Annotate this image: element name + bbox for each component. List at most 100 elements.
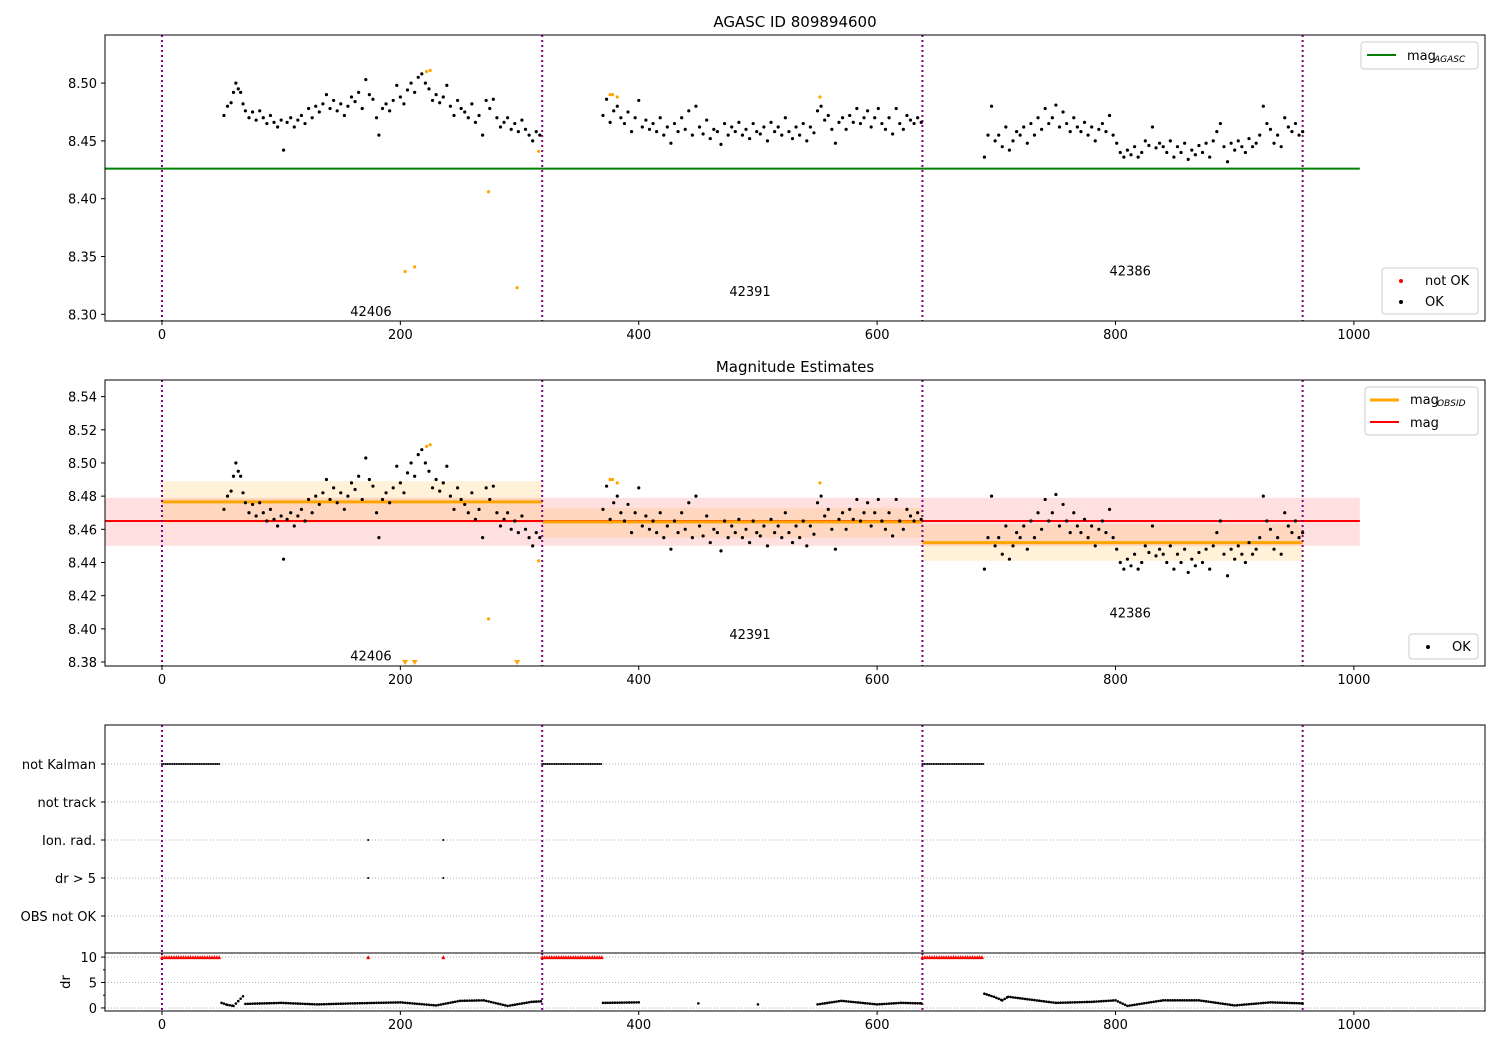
ok-point (265, 121, 269, 126)
dr-point (461, 999, 464, 1003)
ok-point (1079, 130, 1083, 134)
ok-point (997, 133, 1001, 137)
dr-point (220, 1001, 223, 1005)
ok-point (1004, 524, 1008, 528)
dr-point (348, 1002, 352, 1005)
ok-point (697, 524, 702, 528)
ok-point (1218, 121, 1222, 126)
ok-point (715, 130, 720, 134)
flag-point (551, 763, 554, 765)
flag-point (596, 763, 599, 765)
not-ok-point (515, 286, 519, 290)
dr-point (1219, 1002, 1222, 1005)
ok-point (538, 133, 542, 137)
dr-point (482, 999, 486, 1002)
y-tick-label: 8.54 (68, 391, 97, 406)
ok-point (1279, 145, 1283, 149)
flag-point (566, 763, 569, 765)
ok-point (239, 474, 243, 478)
flag-point (921, 763, 924, 765)
dr-point (472, 999, 476, 1002)
dr-point (511, 1003, 514, 1007)
flag-point (946, 763, 949, 765)
dr-point (906, 1001, 910, 1005)
ok-point (1268, 527, 1273, 531)
ok-point (353, 487, 357, 492)
flag-point (198, 763, 201, 765)
ok-point (769, 517, 773, 521)
ok-point (873, 511, 877, 515)
dr-point (1097, 1000, 1101, 1003)
flag-point (942, 763, 945, 765)
ok-point (1068, 531, 1072, 535)
ok-point (1250, 145, 1255, 149)
ok-point (747, 540, 752, 545)
ok-point (1143, 139, 1147, 143)
ok-point (629, 531, 634, 535)
ok-point (615, 104, 619, 108)
dr-point (1262, 1001, 1265, 1005)
ok-point (1029, 121, 1033, 126)
ok-point (243, 109, 248, 113)
dr-point (256, 1002, 259, 1005)
ok-point (1183, 141, 1187, 145)
dr-point (1221, 1002, 1225, 1006)
dr-point (368, 1001, 371, 1005)
dr-point (527, 1000, 531, 1004)
dr-point (618, 1001, 621, 1004)
dr-point (1252, 1002, 1256, 1006)
flag-point (966, 763, 969, 765)
dr-point (425, 1003, 428, 1006)
y-tick-label: 8.52 (68, 424, 97, 439)
ok-point (292, 524, 296, 528)
ok-point (1125, 148, 1130, 152)
ok-point (1032, 535, 1037, 540)
ok-point (1190, 148, 1194, 152)
dr-point (1095, 1000, 1098, 1003)
ok-point (374, 511, 379, 515)
flag-point (184, 763, 187, 765)
ok-point (516, 531, 520, 535)
ok-point (883, 127, 888, 131)
ok-point (701, 132, 705, 136)
dr-point (1135, 1003, 1139, 1006)
ok-point (1011, 544, 1015, 548)
ok-point (705, 514, 709, 518)
dr-point (518, 1002, 521, 1006)
ok-point (1115, 141, 1119, 145)
dr-point (523, 1001, 526, 1005)
ok-point (261, 116, 265, 120)
ok-point (1118, 560, 1122, 565)
ok-point (459, 497, 463, 502)
out-of-range-marker (514, 660, 521, 665)
obsid-label: 42391 (729, 285, 770, 300)
dr-point (396, 1001, 400, 1004)
ok-point (299, 507, 304, 511)
dr-point (253, 1002, 257, 1005)
dr-point (360, 1001, 364, 1005)
ok-point (891, 534, 895, 538)
ok-point (633, 511, 637, 515)
dr-point (453, 1000, 457, 1004)
ok-point (1175, 552, 1180, 556)
ok-point (1004, 125, 1008, 129)
flag-point (935, 763, 938, 765)
panel-title: Magnitude Estimates (716, 358, 874, 376)
dr-point (1083, 1000, 1086, 1004)
ok-point (1065, 121, 1069, 126)
dr-point (816, 1003, 819, 1006)
ok-point (798, 535, 802, 540)
dr-point (287, 1001, 290, 1005)
dr-point (1037, 999, 1041, 1003)
flag-point (559, 763, 562, 765)
ok-point (314, 104, 318, 108)
ok-point (830, 527, 834, 531)
flag-point (175, 763, 178, 765)
ok-point (241, 102, 245, 106)
flag-point (216, 763, 219, 765)
ok-point (1293, 121, 1298, 126)
dr-point (379, 1001, 383, 1005)
flag-point (958, 763, 961, 765)
ok-point (473, 517, 478, 521)
ok-point (470, 491, 474, 495)
